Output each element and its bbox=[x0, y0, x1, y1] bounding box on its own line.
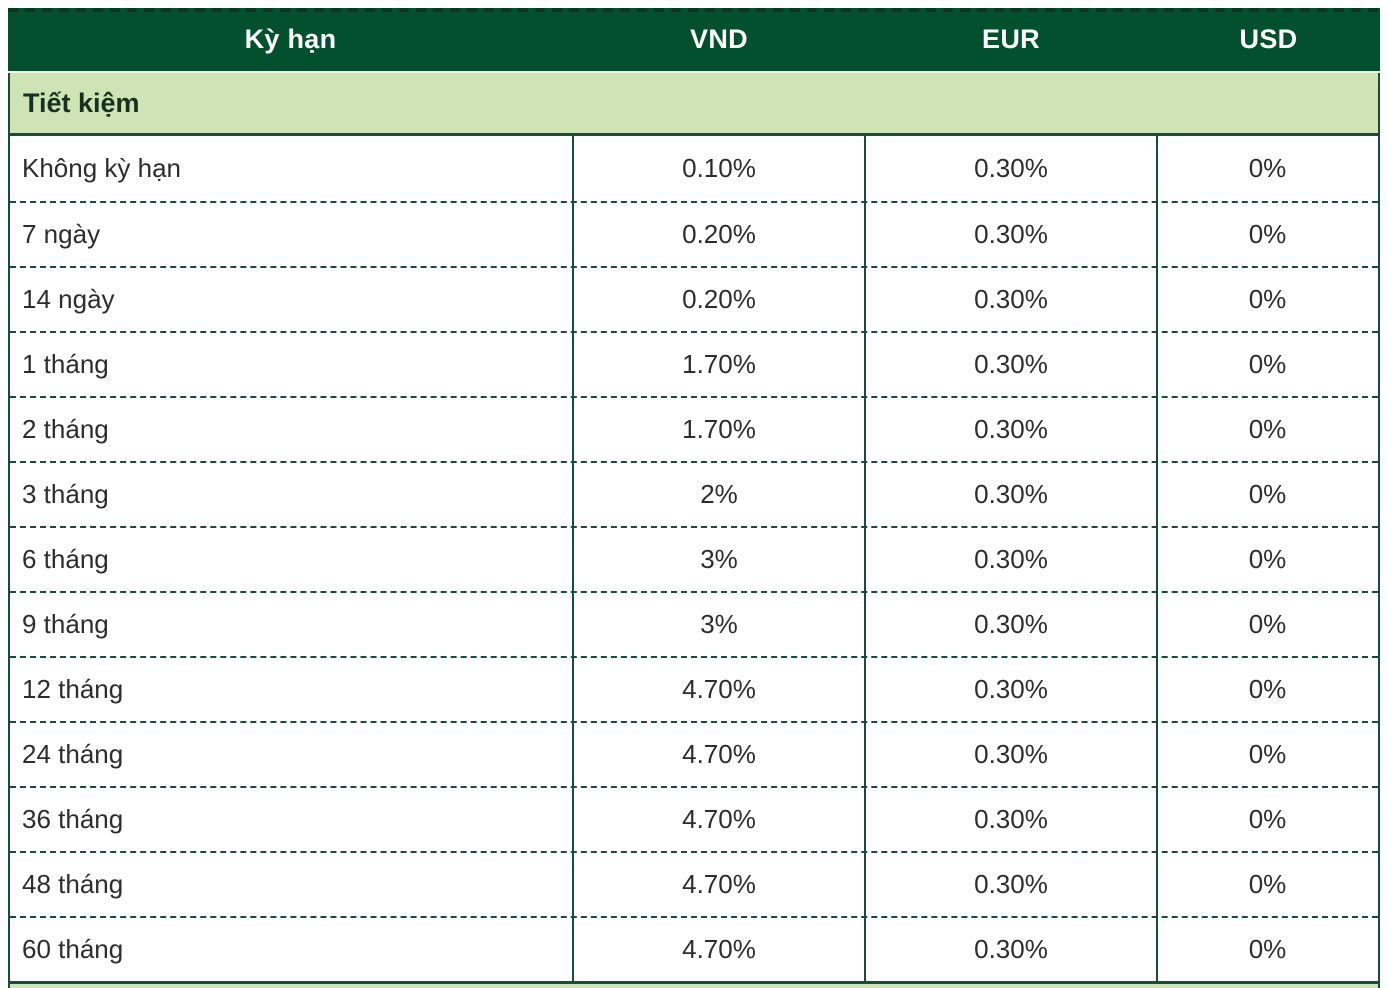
term-cell: 6 tháng bbox=[22, 544, 109, 574]
term-cell: 48 tháng bbox=[22, 869, 124, 899]
vnd-rate-cell: 0.10% bbox=[682, 153, 756, 183]
eur-rate-cell: 0.30% bbox=[974, 153, 1048, 183]
usd-rate-cell: 0% bbox=[1248, 804, 1287, 834]
vnd-rate-cell: 0.20% bbox=[682, 219, 756, 249]
column-header-usd: USD bbox=[1239, 24, 1298, 54]
table-row: 7 ngày 0.20% 0.30% 0% bbox=[10, 201, 1378, 266]
term-cell: 7 ngày bbox=[22, 219, 101, 249]
term-cell: 36 tháng bbox=[22, 804, 124, 834]
column-header-vnd: VND bbox=[690, 24, 748, 54]
eur-rate-cell: 0.30% bbox=[974, 674, 1048, 704]
table-row: 12 tháng 4.70% 0.30% 0% bbox=[10, 656, 1378, 721]
vnd-rate-cell: 3% bbox=[700, 544, 738, 574]
eur-rate-cell: 0.30% bbox=[974, 739, 1048, 769]
term-cell: 3 tháng bbox=[22, 479, 109, 509]
term-cell: 12 tháng bbox=[22, 674, 124, 704]
usd-rate-cell: 0% bbox=[1248, 479, 1287, 509]
usd-rate-cell: 0% bbox=[1248, 674, 1287, 704]
vnd-rate-cell: 2% bbox=[700, 479, 738, 509]
vnd-rate-cell: 4.70% bbox=[682, 804, 756, 834]
usd-rate-cell: 0% bbox=[1248, 153, 1287, 183]
term-cell: 60 tháng bbox=[22, 934, 124, 964]
table-row: 14 ngày 0.20% 0.30% 0% bbox=[10, 266, 1378, 331]
term-cell: 24 tháng bbox=[22, 739, 124, 769]
section-label: Tiết kiệm bbox=[23, 87, 140, 118]
term-cell: Không kỳ hạn bbox=[22, 153, 182, 183]
vnd-rate-cell: 4.70% bbox=[682, 674, 756, 704]
column-header-term: Kỳ hạn bbox=[244, 24, 337, 54]
eur-rate-cell: 0.30% bbox=[974, 544, 1048, 574]
usd-rate-cell: 0% bbox=[1248, 869, 1287, 899]
header-row: Kỳ hạn VND EUR USD bbox=[8, 8, 1380, 73]
term-cell: 14 ngày bbox=[22, 284, 115, 314]
term-cell: 9 tháng bbox=[22, 609, 109, 639]
interest-rate-table: Kỳ hạn VND EUR USD Tiết kiệm Không kỳ hạ… bbox=[8, 8, 1380, 988]
column-divider bbox=[864, 136, 866, 981]
eur-rate-cell: 0.30% bbox=[974, 869, 1048, 899]
table-row: 24 tháng 4.70% 0.30% 0% bbox=[10, 721, 1378, 786]
table-row: 48 tháng 4.70% 0.30% 0% bbox=[10, 851, 1378, 916]
eur-rate-cell: 0.30% bbox=[974, 414, 1048, 444]
usd-rate-cell: 0% bbox=[1248, 609, 1287, 639]
table-row: 1 tháng 1.70% 0.30% 0% bbox=[10, 331, 1378, 396]
vnd-rate-cell: 4.70% bbox=[682, 934, 756, 964]
vnd-rate-cell: 4.70% bbox=[682, 869, 756, 899]
vnd-rate-cell: 1.70% bbox=[682, 349, 756, 379]
vnd-rate-cell: 0.20% bbox=[682, 284, 756, 314]
table-row: 2 tháng 1.70% 0.30% 0% bbox=[10, 396, 1378, 461]
table-body: Không kỳ hạn 0.10% 0.30% 0% 7 ngày 0.20%… bbox=[8, 136, 1380, 981]
column-divider bbox=[1156, 136, 1158, 981]
usd-rate-cell: 0% bbox=[1248, 739, 1287, 769]
table-row: 3 tháng 2% 0.30% 0% bbox=[10, 461, 1378, 526]
vnd-rate-cell: 3% bbox=[700, 609, 738, 639]
usd-rate-cell: 0% bbox=[1248, 349, 1287, 379]
usd-rate-cell: 0% bbox=[1248, 414, 1287, 444]
eur-rate-cell: 0.30% bbox=[974, 349, 1048, 379]
table-row: 60 tháng 4.70% 0.30% 0% bbox=[10, 916, 1378, 981]
vnd-rate-cell: 1.70% bbox=[682, 414, 756, 444]
table-row: 6 tháng 3% 0.30% 0% bbox=[10, 526, 1378, 591]
term-cell: 1 tháng bbox=[22, 349, 109, 379]
vnd-rate-cell: 4.70% bbox=[682, 739, 756, 769]
table-row: 9 tháng 3% 0.30% 0% bbox=[10, 591, 1378, 656]
table-row: Không kỳ hạn 0.10% 0.30% 0% bbox=[10, 136, 1378, 201]
next-section-strip bbox=[8, 981, 1380, 988]
usd-rate-cell: 0% bbox=[1248, 284, 1287, 314]
eur-rate-cell: 0.30% bbox=[974, 804, 1048, 834]
usd-rate-cell: 0% bbox=[1248, 219, 1287, 249]
eur-rate-cell: 0.30% bbox=[974, 609, 1048, 639]
column-header-eur: EUR bbox=[982, 24, 1040, 54]
eur-rate-cell: 0.30% bbox=[974, 934, 1048, 964]
usd-rate-cell: 0% bbox=[1248, 544, 1287, 574]
table-row: 36 tháng 4.70% 0.30% 0% bbox=[10, 786, 1378, 851]
eur-rate-cell: 0.30% bbox=[974, 219, 1048, 249]
column-divider bbox=[572, 136, 574, 981]
usd-rate-cell: 0% bbox=[1248, 934, 1287, 964]
section-row-savings: Tiết kiệm bbox=[8, 73, 1380, 136]
eur-rate-cell: 0.30% bbox=[974, 284, 1048, 314]
term-cell: 2 tháng bbox=[22, 414, 109, 444]
eur-rate-cell: 0.30% bbox=[974, 479, 1048, 509]
